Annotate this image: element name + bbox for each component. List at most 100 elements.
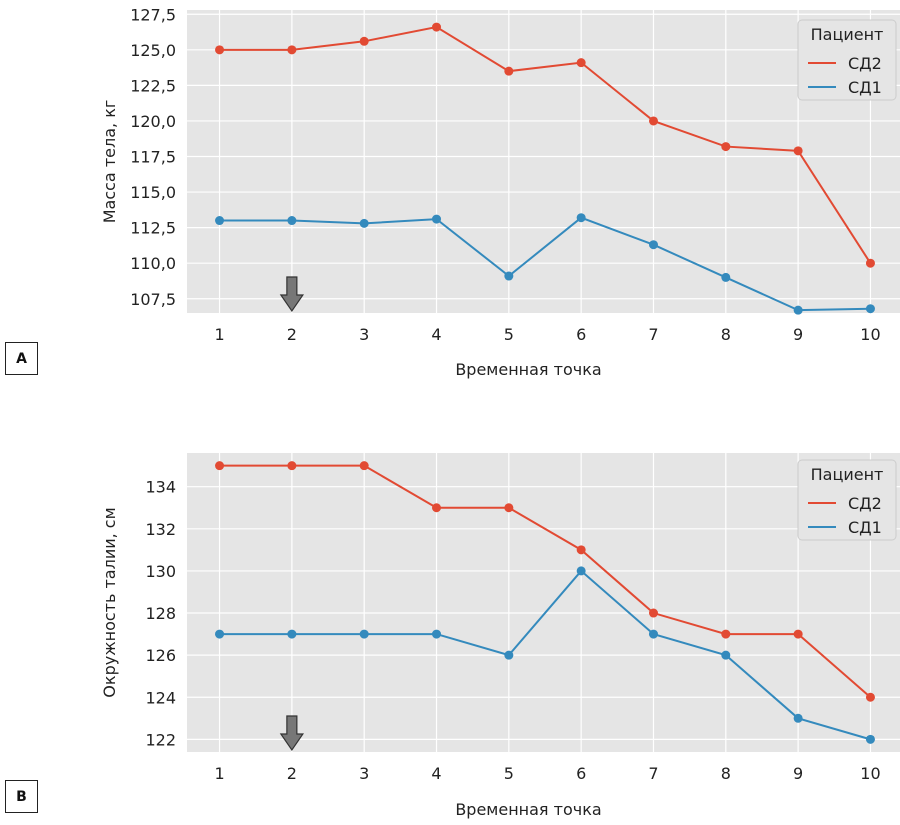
chart-a-xtick-label: 10 — [860, 325, 880, 344]
chart-a-xtick-label: 2 — [287, 325, 297, 344]
chart-a-y-axis-label: Масса тела, кг — [100, 100, 119, 224]
chart-a-data-point — [576, 58, 586, 68]
chart-b-data-point — [215, 461, 225, 471]
chart-b-data-point — [721, 629, 731, 639]
chart-b-data-point — [287, 629, 297, 639]
chart-b-xtick-label: 4 — [431, 764, 441, 783]
chart-b-xtick-label: 10 — [860, 764, 880, 783]
chart-a-ytick-label: 110,0 — [130, 254, 176, 273]
chart-a-x-axis-label: Временная точка — [455, 360, 601, 379]
chart-a-data-point — [359, 218, 369, 228]
chart-a-plot-area — [187, 10, 900, 313]
chart-b-marker-arrow-icon — [279, 715, 305, 752]
chart-b-legend-title: Пациент — [811, 465, 884, 484]
panel-label-a: A — [5, 342, 38, 375]
chart-b-ytick-label: 122 — [145, 730, 176, 749]
chart-a-data-point — [576, 213, 586, 223]
chart-b-legend-entry: СД2 — [848, 494, 882, 513]
chart-a-legend-entry: СД1 — [848, 78, 882, 97]
chart-b-x-axis-label: Временная точка — [455, 800, 601, 819]
chart-b-data-point — [793, 629, 803, 639]
chart-b-xtick-label: 1 — [214, 764, 224, 783]
chart-a-data-point — [432, 214, 442, 224]
chart-a-data-point — [215, 45, 225, 55]
chart-b-xtick-label: 6 — [576, 764, 586, 783]
chart-a-data-point — [215, 216, 225, 226]
chart-a-xtick-label: 8 — [721, 325, 731, 344]
chart-a-xtick-label: 4 — [431, 325, 441, 344]
chart-a-ytick-label: 125,0 — [130, 41, 176, 60]
chart-b-data-point — [865, 734, 875, 744]
chart-a-data-point — [865, 258, 875, 268]
chart-a-data-point — [287, 216, 297, 226]
chart-b-xtick-label: 8 — [721, 764, 731, 783]
chart-b-data-point — [721, 650, 731, 660]
chart-b-xtick-label: 2 — [287, 764, 297, 783]
chart-b-ytick-label: 126 — [145, 646, 176, 665]
chart-a-legend-title: Пациент — [811, 25, 884, 44]
chart-b-ytick-label: 132 — [145, 520, 176, 539]
chart-b-legend-box — [797, 459, 897, 541]
chart-a-data-point — [287, 45, 297, 55]
chart-a-xtick-label: 5 — [504, 325, 514, 344]
chart-b-data-point — [648, 608, 658, 618]
chart-b-data-point — [432, 503, 442, 513]
chart-b-xtick-label: 7 — [648, 764, 658, 783]
chart-a-data-point — [504, 66, 514, 76]
chart-b-series-line-sd1 — [219, 569, 871, 741]
chart-b-xtick-label: 5 — [504, 764, 514, 783]
chart-b-xtick-label: 9 — [793, 764, 803, 783]
chart-a-xtick-label: 7 — [648, 325, 658, 344]
chart-b-data-point — [576, 545, 586, 555]
chart-a-legend-entry: СД2 — [848, 54, 882, 73]
chart-a-xtick-label: 9 — [793, 325, 803, 344]
chart-b-plot-area — [187, 453, 900, 752]
chart-a-ytick-label: 120,0 — [130, 112, 176, 131]
chart-a-data-point — [648, 240, 658, 250]
chart-b-legend-entry: СД1 — [848, 518, 882, 537]
chart-a-ytick-label: 117,5 — [130, 148, 176, 167]
chart-a-ytick-label: 107,5 — [130, 290, 176, 309]
chart-a-xtick-label: 3 — [359, 325, 369, 344]
chart-b-data-point — [359, 461, 369, 471]
chart-a-marker-arrow-icon — [279, 276, 305, 313]
chart-b-ytick-label: 128 — [145, 604, 176, 623]
chart-a-ytick-label: 122,5 — [130, 76, 176, 95]
chart-a-ytick-label: 115,0 — [130, 183, 176, 202]
chart-a-xtick-label: 1 — [214, 325, 224, 344]
chart-b-y-axis-label: Окружность талии, см — [100, 507, 119, 697]
chart-a: 107,5 110,0 112,5 115,0 117,5 120,0 122,5 125,0… — [100, 5, 900, 379]
chart-b-data-point — [576, 566, 586, 576]
chart-b-ytick-label: 124 — [145, 688, 176, 707]
chart-b-ytick-label: 130 — [145, 562, 176, 581]
chart-b-data-point — [215, 629, 225, 639]
chart-a-ytick-label: 127,5 — [130, 5, 176, 24]
chart-a-legend-box — [797, 19, 897, 101]
chart-a-series-line-sd1 — [219, 216, 871, 312]
chart-b-data-point — [504, 503, 514, 513]
chart-b-xtick-label: 3 — [359, 764, 369, 783]
chart-a-ytick-label: 112,5 — [130, 219, 176, 238]
chart-b-series-line-sd2 — [219, 464, 872, 699]
chart-b: 122 124 126 128 130 132 134 1 2 3 4 5 6 7 8 9 10 Временна… — [100, 453, 900, 819]
chart-b-data-point — [648, 629, 658, 639]
chart-b-data-point — [504, 650, 514, 660]
chart-a-xtick-label: 6 — [576, 325, 586, 344]
chart-a-data-point — [504, 271, 514, 281]
chart-a-data-point — [359, 36, 369, 46]
chart-b-data-point — [359, 629, 369, 639]
panel-label-b: B — [5, 780, 38, 813]
chart-a-data-point — [865, 304, 875, 314]
chart-b-data-point — [865, 692, 875, 702]
chart-a-data-point — [721, 142, 731, 152]
chart-b-data-point — [287, 461, 297, 471]
chart-b-ytick-label: 134 — [145, 478, 176, 497]
chart-a-data-point — [793, 305, 803, 315]
chart-a-data-point — [432, 22, 442, 32]
chart-a-series-line-sd2 — [219, 26, 872, 264]
chart-a-data-point — [721, 272, 731, 282]
chart-b-data-point — [793, 713, 803, 723]
chart-a-data-point — [648, 116, 658, 126]
chart-a-data-point — [793, 146, 803, 156]
